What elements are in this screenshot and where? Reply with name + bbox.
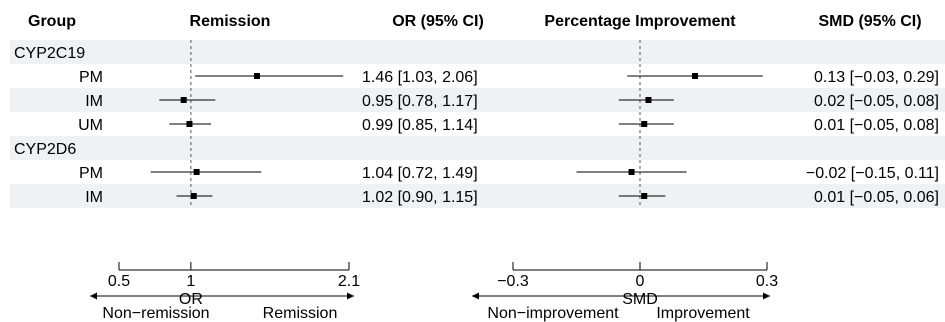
smd-tick-label: −0.3 [497, 273, 529, 290]
axes: 0.5 1 2.1 OR −0.3 0 0.3 SMD Non−remission Remissi… [90, 262, 778, 322]
or-point [190, 193, 197, 199]
smd-tick-label: 0 [636, 273, 645, 290]
smd-point [641, 193, 648, 199]
estimate-marks [150, 73, 763, 199]
group-label: PM [79, 69, 103, 86]
or-ci-text: 1.04 [0.72, 1.49] [362, 165, 478, 182]
smd-ci-text: 0.02 [−0.05, 0.08] [814, 93, 939, 110]
smd-ci-text: 0.13 [−0.03, 0.29] [814, 69, 939, 86]
smd-point [628, 169, 635, 175]
section-label: CYP2D6 [14, 141, 76, 158]
or-direction-arrow-left-head [90, 292, 97, 300]
smd-ci-text: 0.01 [−0.05, 0.08] [814, 117, 939, 134]
or-point [180, 97, 187, 103]
smd-ci-text: 0.01 [−0.05, 0.06] [814, 189, 939, 206]
smd-point [645, 97, 652, 103]
or-tick-label: 1 [186, 273, 195, 290]
header-smd-ci: SMD (95% CI) [818, 13, 921, 30]
or-tick-label: 2.1 [338, 273, 360, 290]
row-labels: CYP2C19 PM 1.46 [1.03, 2.06] 0.13 [−0.03, 0… [14, 45, 939, 206]
group-label: PM [79, 165, 103, 182]
or-ci-text: 1.46 [1.03, 2.06] [362, 69, 478, 86]
group-label: IM [85, 189, 103, 206]
section-label: CYP2C19 [14, 45, 85, 62]
group-label: IM [85, 93, 103, 110]
or-ci-text: 0.95 [0.78, 1.17] [362, 93, 478, 110]
smd-left-direction-label: Non−improvement [487, 305, 619, 322]
header-remission: Remission [190, 13, 271, 30]
or-tick-label: 0.5 [108, 273, 130, 290]
row-bands [10, 40, 945, 208]
or-axis-title: OR [179, 291, 203, 308]
smd-right-direction-label: Improvement [656, 305, 750, 322]
smd-direction-arrow-right-head [763, 292, 770, 300]
smd-point [641, 121, 648, 127]
smd-axis-title: SMD [622, 291, 658, 308]
group-label: UM [78, 117, 103, 134]
or-left-direction-label: Non−remission [102, 305, 209, 322]
row-band [10, 136, 945, 160]
header-group: Group [28, 13, 76, 30]
row-band [10, 184, 945, 208]
smd-point [692, 73, 699, 79]
or-ci-text: 0.99 [0.85, 1.14] [362, 117, 478, 134]
header-or-ci: OR (95% CI) [392, 13, 484, 30]
smd-ci-text: −0.02 [−0.15, 0.11] [806, 165, 939, 182]
or-point [186, 121, 193, 127]
or-point [254, 73, 260, 79]
or-ci-text: 1.02 [0.90, 1.15] [362, 189, 478, 206]
row-band [10, 40, 945, 64]
smd-tick-label: 0.3 [756, 273, 778, 290]
or-point [193, 169, 200, 175]
or-right-direction-label: Remission [263, 305, 338, 322]
smd-direction-arrow-left-head [472, 292, 479, 300]
or-direction-arrow-right-head [347, 292, 354, 300]
header-percentage-improvement: Percentage Improvement [544, 13, 736, 30]
